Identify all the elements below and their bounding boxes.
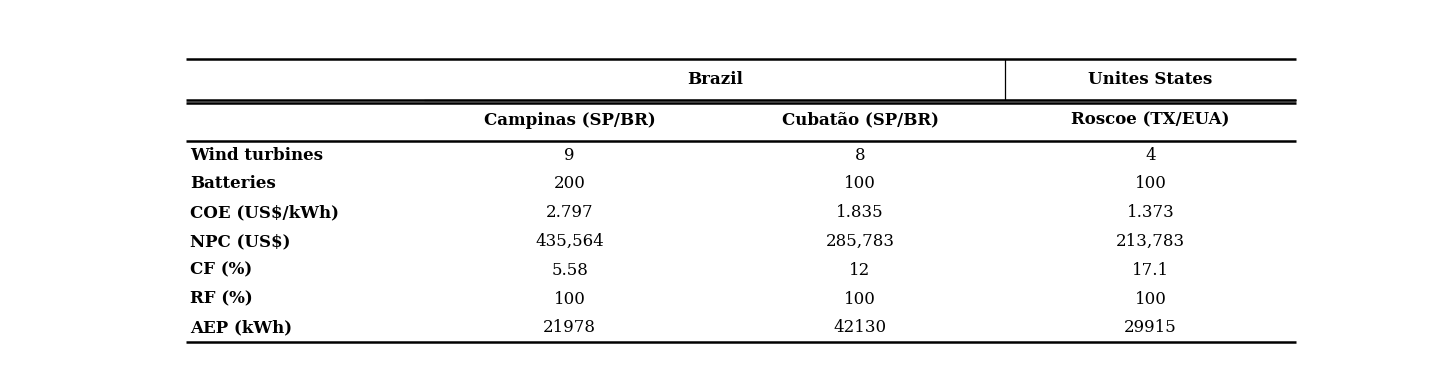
Text: NPC (US$): NPC (US$) (190, 233, 291, 250)
Text: 4: 4 (1145, 147, 1156, 163)
Text: 100: 100 (844, 290, 875, 308)
Text: 100: 100 (554, 290, 585, 308)
Text: Cubatão (SP/BR): Cubatão (SP/BR) (782, 112, 939, 129)
Text: 2.797: 2.797 (547, 204, 594, 221)
Text: 17.1: 17.1 (1132, 262, 1169, 279)
Text: 29915: 29915 (1125, 319, 1177, 336)
Text: 100: 100 (1135, 175, 1167, 192)
Text: 200: 200 (554, 175, 585, 192)
Text: 100: 100 (844, 175, 875, 192)
Text: 285,783: 285,783 (826, 233, 894, 250)
Text: 213,783: 213,783 (1116, 233, 1185, 250)
Text: 9: 9 (564, 147, 575, 163)
Text: Unites States: Unites States (1089, 71, 1213, 88)
Text: Campinas (SP/BR): Campinas (SP/BR) (483, 112, 656, 129)
Text: COE (US$/kWh): COE (US$/kWh) (190, 204, 339, 221)
Text: 8: 8 (855, 147, 865, 163)
Text: 1.373: 1.373 (1126, 204, 1174, 221)
Text: 5.58: 5.58 (551, 262, 588, 279)
Text: Wind turbines: Wind turbines (190, 147, 323, 163)
Text: 1.835: 1.835 (836, 204, 884, 221)
Text: AEP (kWh): AEP (kWh) (190, 319, 293, 336)
Text: RF (%): RF (%) (190, 290, 252, 308)
Text: 12: 12 (849, 262, 871, 279)
Text: 100: 100 (1135, 290, 1167, 308)
Text: Roscoe (TX/EUA): Roscoe (TX/EUA) (1071, 112, 1230, 129)
Text: 435,564: 435,564 (535, 233, 604, 250)
Text: CF (%): CF (%) (190, 262, 252, 279)
Text: Brazil: Brazil (686, 71, 743, 88)
Text: Batteries: Batteries (190, 175, 275, 192)
Text: 21978: 21978 (544, 319, 596, 336)
Text: 42130: 42130 (833, 319, 887, 336)
